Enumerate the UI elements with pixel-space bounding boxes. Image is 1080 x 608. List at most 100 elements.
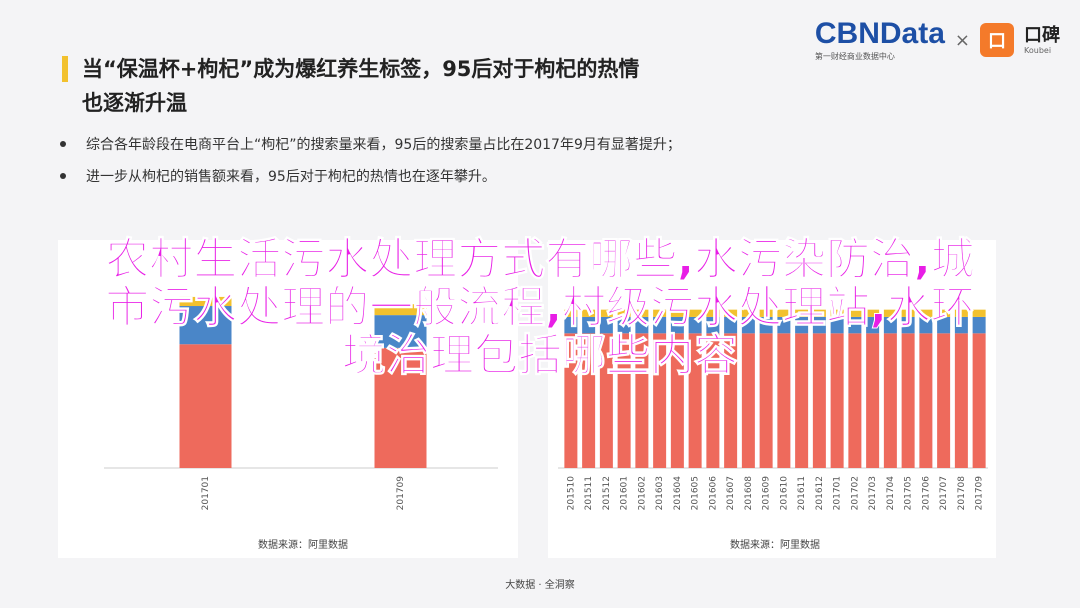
bullet-text: 综合各年龄段在电商平台上“枸杞”的搜索量来看，95后的搜索量占比在2017年9月… xyxy=(86,137,681,153)
bar-segment xyxy=(582,333,596,468)
bar-segment xyxy=(670,309,684,317)
bar-segment xyxy=(795,316,809,334)
bar-segment xyxy=(759,316,773,334)
bar-segment xyxy=(830,333,844,468)
bar-segment xyxy=(795,333,809,468)
bar-segment xyxy=(374,304,427,316)
x-tick-label: 201612 xyxy=(815,476,825,510)
x-tick-label: 201605 xyxy=(691,476,701,510)
bar-segment xyxy=(883,309,897,317)
x-tick-label: 201604 xyxy=(673,476,683,511)
chart-source-label: 数据来源：阿里数据 xyxy=(730,538,820,551)
bar-segment xyxy=(617,316,631,334)
x-tick-label: 201701 xyxy=(833,476,843,510)
x-tick-label: 201709 xyxy=(975,476,985,511)
koubei-logo: 口碑 Koubei xyxy=(1024,24,1060,55)
bar-segment xyxy=(937,333,951,468)
overlay-caption: 农村生活污水处理方式有哪些,水污染防治,城 市污水处理的一般流程,村级污水处理站… xyxy=(0,235,1080,380)
bar-segment xyxy=(795,309,809,317)
cbndata-tagline: 第一财经商业数据中心 xyxy=(814,51,895,61)
chart-right: 201510 201511 201512 201601 201602 201603 2016… xyxy=(558,309,988,551)
chart-panel-right: 201510 201511 201512 201601 201602 201603 2016… xyxy=(548,240,996,558)
bar-segment xyxy=(670,333,684,468)
bar-segment xyxy=(972,316,986,334)
bar-segment xyxy=(564,333,578,468)
bar-segment xyxy=(830,316,844,334)
bar-segment xyxy=(635,309,649,317)
bar-segment xyxy=(635,316,649,334)
bullet-dot xyxy=(60,173,66,179)
bar-segment xyxy=(617,333,631,468)
bar-segment xyxy=(812,333,826,468)
bullet-item: 综合各年龄段在电商平台上“枸杞”的搜索量来看，95后的搜索量占比在2017年9月… xyxy=(60,128,960,160)
bar-segment xyxy=(954,309,968,317)
bar-segment xyxy=(724,309,738,317)
bar-segment xyxy=(599,333,613,468)
bar-segment xyxy=(599,309,613,317)
bar-segment xyxy=(688,309,702,317)
bar-segment xyxy=(848,333,862,468)
bar-segment xyxy=(179,296,232,307)
bar-segment xyxy=(374,315,427,348)
bar-segment xyxy=(374,347,427,468)
bar-segment xyxy=(972,309,986,317)
bar-segment xyxy=(688,333,702,468)
bar-segment xyxy=(972,333,986,468)
x-tick-label: 201701 xyxy=(201,476,211,510)
page-title: 当“保温杯+枸杞”成为爆红养生标签，95后对于枸杞的热情 也逐渐升温 xyxy=(82,52,782,120)
bar-segment xyxy=(653,333,667,468)
x-tick-label: 201512 xyxy=(602,476,612,510)
bar-segment xyxy=(919,309,933,317)
x-tick-label: 201608 xyxy=(744,476,754,511)
x-tick-label: 201704 xyxy=(886,476,896,511)
bar-segment xyxy=(848,316,862,334)
bar-segment xyxy=(653,316,667,334)
x-tick-label: 201610 xyxy=(779,476,789,511)
chart-source-label: 数据来源：阿里数据 xyxy=(258,538,348,551)
bar-segment xyxy=(741,333,755,468)
bar-segment xyxy=(759,309,773,317)
bullet-item: 进一步从枸杞的销售额来看，95后对于枸杞的热情也在逐年攀升。 xyxy=(60,160,960,192)
bar-segment xyxy=(741,309,755,317)
bar-segment xyxy=(812,309,826,317)
bar-segment xyxy=(812,316,826,334)
x-tick-label: 201601 xyxy=(620,476,630,510)
koubei-wordmark: 口碑 xyxy=(1024,24,1060,46)
chart-panel-left: 201701 201709 数据来源：阿里数据 xyxy=(58,240,518,558)
bar-segment xyxy=(617,309,631,317)
cbndata-wordmark: CBNData xyxy=(814,16,945,50)
bar-segment xyxy=(179,344,232,468)
bar-segment xyxy=(635,333,649,468)
footer-slogan: 大数据 · 全洞察 xyxy=(505,580,575,591)
koubei-tagline: Koubei xyxy=(1024,45,1052,55)
x-tick-label: 201603 xyxy=(655,476,665,510)
x-tick-label: 201703 xyxy=(868,476,878,510)
bar-segment xyxy=(919,333,933,468)
bar-segment xyxy=(670,316,684,334)
x-tick-label: 201602 xyxy=(637,476,647,510)
bullet-text: 进一步从枸杞的销售额来看，95后对于枸杞的热情也在逐年攀升。 xyxy=(86,169,496,185)
bar-segment xyxy=(883,333,897,468)
x-tick-label: 201611 xyxy=(797,476,807,510)
x-tick-label: 201707 xyxy=(939,476,949,510)
bar-segment xyxy=(564,309,578,317)
bar-segment xyxy=(706,316,720,334)
bar-segment xyxy=(901,333,915,468)
title-line-2: 也逐渐升温 xyxy=(82,91,187,115)
bar-segment xyxy=(901,309,915,317)
bar-segment xyxy=(901,316,915,334)
x-tick-label: 201607 xyxy=(726,476,736,510)
bar-segment xyxy=(848,309,862,317)
bar-segment xyxy=(179,306,232,345)
bar-segment xyxy=(582,309,596,317)
x-tick-label: 201606 xyxy=(708,476,718,511)
bar-segment xyxy=(866,309,880,317)
bar-segment xyxy=(724,333,738,468)
bar-segment xyxy=(741,316,755,334)
x-tick-label: 201709 xyxy=(396,476,406,511)
bullet-dot xyxy=(60,141,66,147)
bar-segment xyxy=(706,333,720,468)
chart-left: 201701 201709 数据来源：阿里数据 xyxy=(104,296,498,551)
overlay-line-2: 市污水处理的一般流程,村级污水处理站,水环 xyxy=(105,282,975,333)
brand-logos: CBNData 第一财经商业数据中心 × 口 口碑 Koubei xyxy=(815,18,1060,62)
